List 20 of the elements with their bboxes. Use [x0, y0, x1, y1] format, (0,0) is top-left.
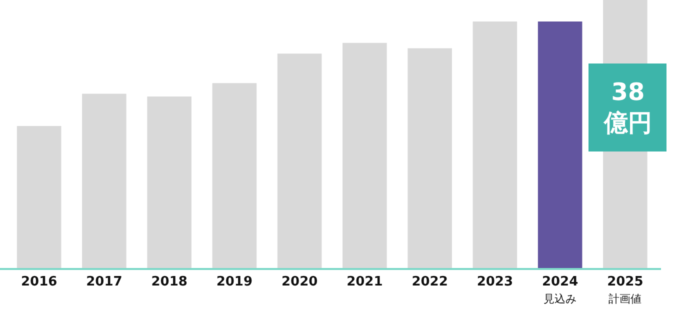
x-tick-label: 2024 見込み [542, 274, 578, 306]
x-tick-label: 2025 計画値 [607, 274, 644, 306]
bar [538, 21, 582, 268]
bar [16, 126, 62, 268]
bar [82, 94, 126, 268]
bar [212, 83, 257, 268]
x-tick-label: 2019 [216, 274, 253, 290]
x-tick-label: 2022 [412, 274, 448, 290]
bar [277, 54, 322, 268]
bar [147, 96, 192, 268]
annotation: 38 億円 [603, 78, 652, 138]
bar [472, 21, 518, 268]
bar [342, 42, 387, 268]
x-tick-label: 2017 [86, 274, 122, 290]
bar [408, 48, 452, 268]
x-tick-label: 2023 [476, 274, 514, 290]
x-tick-label: 2021 [346, 274, 383, 290]
x-tick-label: 2020 [281, 274, 318, 290]
x-tick-label: 2016 [20, 274, 58, 290]
x-tick-label: 2018 [151, 274, 188, 290]
